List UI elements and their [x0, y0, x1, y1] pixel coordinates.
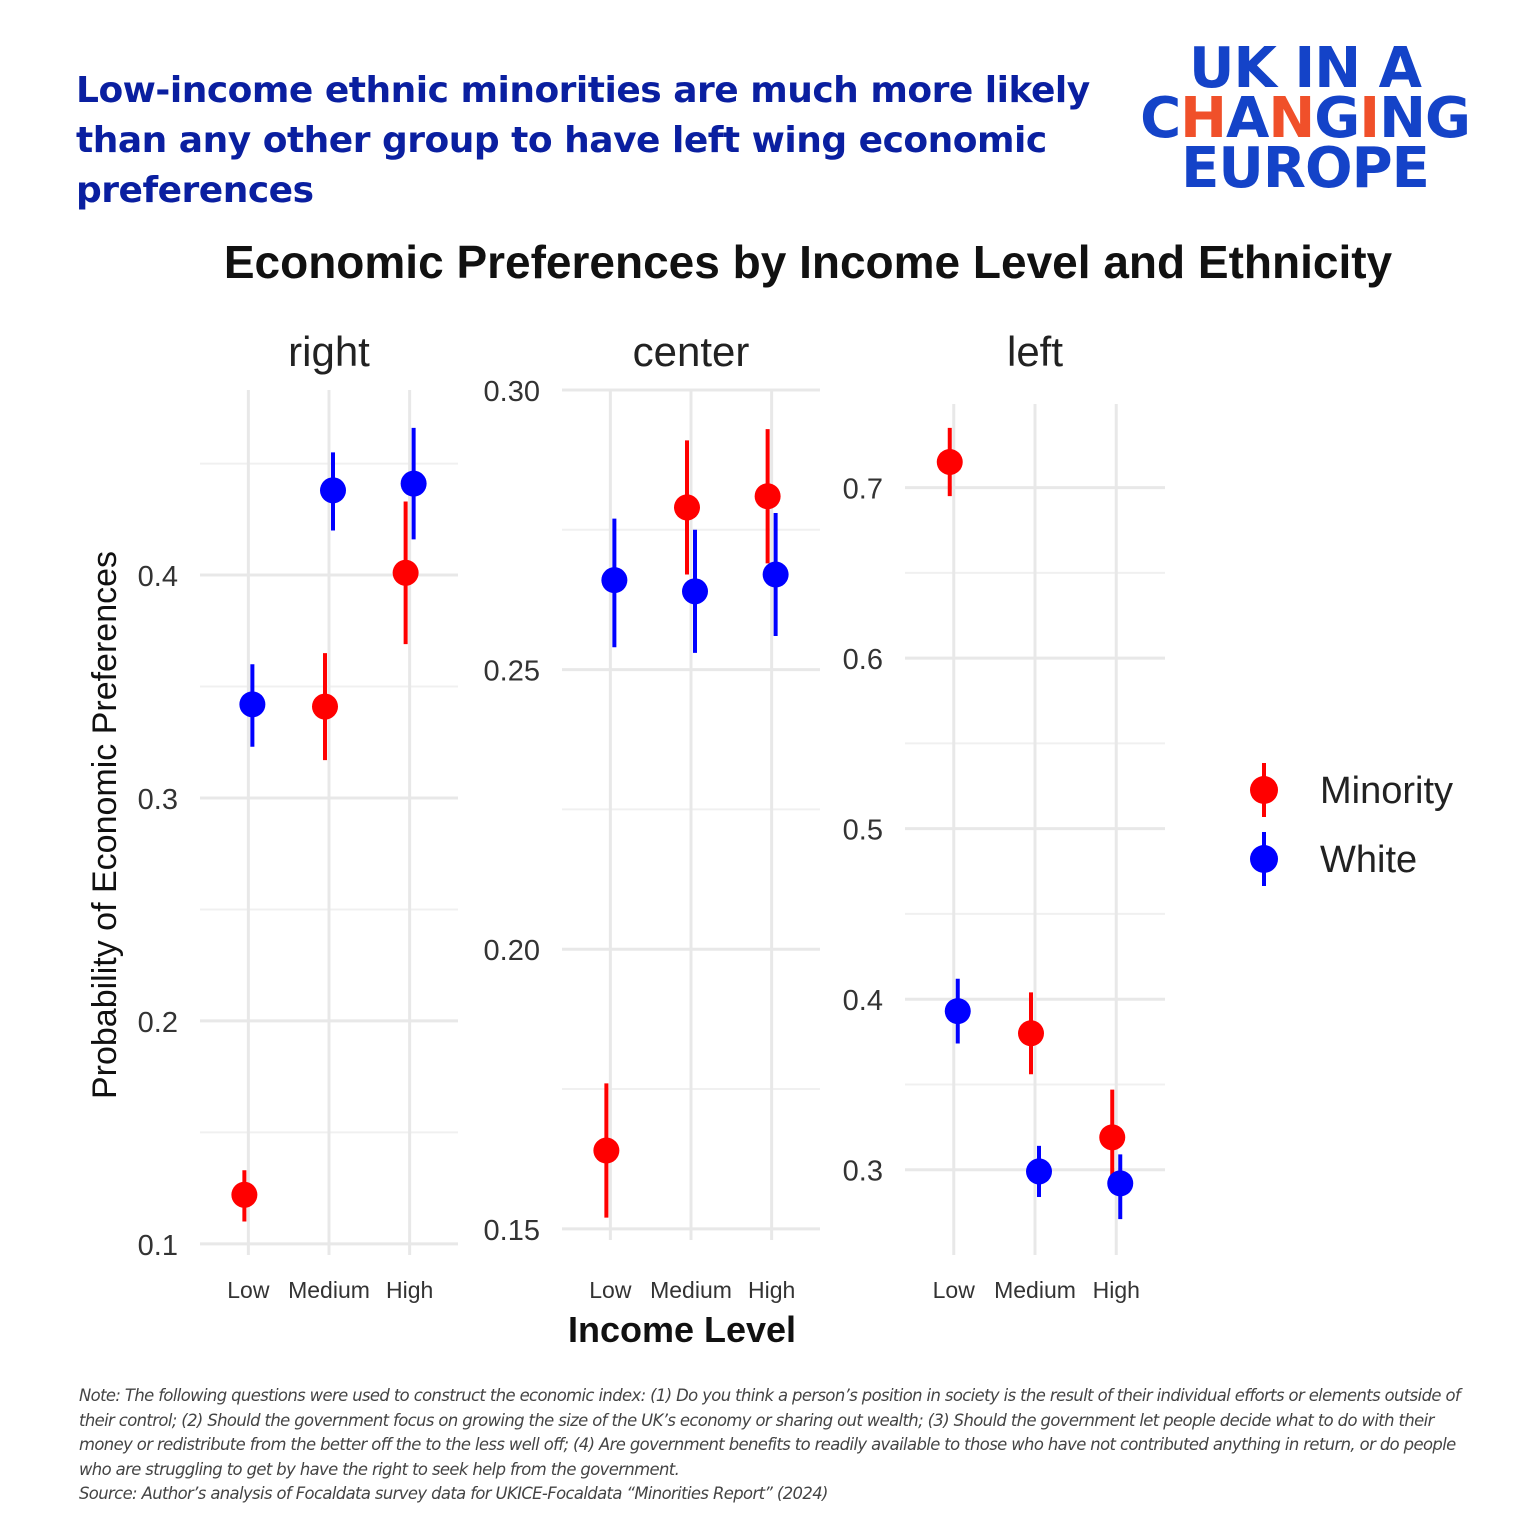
legend-key-minority — [1250, 776, 1278, 804]
point-minority — [1099, 1124, 1126, 1151]
point-white — [320, 477, 346, 504]
note-text: Note: The following questions were used … — [79, 1386, 1461, 1479]
x-tick-label: High — [1093, 1277, 1140, 1303]
x-axis-label: Income Level — [568, 1309, 796, 1350]
legend-key-white — [1250, 845, 1278, 873]
x-tick-label: Medium — [288, 1277, 370, 1303]
y-tick-label: 0.25 — [484, 656, 540, 688]
x-tick-label: Medium — [994, 1277, 1076, 1303]
y-tick-label: 0.4 — [138, 561, 178, 593]
chart-note: Note: The following questions were used … — [79, 1384, 1469, 1507]
legend-label: White — [1320, 839, 1417, 881]
x-tick-label: Medium — [650, 1277, 732, 1303]
y-tick-label: 0.7 — [843, 474, 883, 506]
y-tick-label: 0.30 — [484, 376, 540, 408]
point-white — [682, 578, 708, 605]
point-minority — [1018, 1020, 1044, 1047]
point-minority — [754, 483, 781, 510]
point-white — [944, 998, 971, 1025]
point-minority — [593, 1137, 620, 1164]
y-tick-label: 0.15 — [484, 1215, 540, 1247]
y-tick-label: 0.3 — [138, 784, 178, 816]
x-tick-label: Low — [227, 1277, 270, 1303]
facet-label-center: center — [633, 328, 750, 375]
point-white — [1107, 1170, 1134, 1197]
point-white — [601, 567, 628, 594]
facet-label-left: left — [1007, 328, 1063, 375]
x-tick-label: Low — [589, 1277, 632, 1303]
facet-label-right: right — [288, 328, 370, 375]
headline: Low-income ethnic minorities are much mo… — [76, 70, 1090, 211]
y-tick-label: 0.4 — [843, 985, 883, 1017]
x-tick-label: High — [748, 1277, 795, 1303]
point-white — [762, 561, 789, 588]
chart-title: Economic Preferences by Income Level and… — [224, 236, 1393, 288]
logo-line-1: UK IN A — [1189, 36, 1422, 101]
y-tick-label: 0.5 — [843, 815, 883, 847]
y-tick-label: 0.2 — [138, 1007, 178, 1039]
logo-line-2: CHANGING — [1140, 86, 1471, 151]
logo-line-3: EUROPE — [1181, 136, 1430, 201]
point-minority — [674, 494, 700, 521]
legend-label: Minority — [1320, 770, 1453, 812]
y-tick-label: 0.1 — [138, 1230, 178, 1262]
y-tick-label: 0.6 — [843, 644, 883, 676]
logo: UK IN A CHANGING EUROPE — [1140, 36, 1471, 201]
x-tick-label: High — [386, 1277, 433, 1303]
point-white — [239, 691, 266, 718]
y-axis-label: Probability of Economic Preferences — [86, 551, 124, 1099]
point-minority — [936, 448, 963, 475]
point-minority — [231, 1181, 258, 1208]
y-tick-label: 0.3 — [843, 1156, 883, 1188]
point-minority — [392, 559, 419, 586]
x-tick-label: Low — [933, 1277, 976, 1303]
source-text: Source: Author’s analysis of Focaldata s… — [79, 1484, 828, 1503]
y-tick-label: 0.20 — [484, 935, 540, 967]
point-minority — [312, 693, 338, 720]
point-white — [1026, 1158, 1052, 1185]
point-white — [400, 470, 427, 497]
chart: Economic Preferences by Income Level and… — [86, 236, 1453, 1350]
